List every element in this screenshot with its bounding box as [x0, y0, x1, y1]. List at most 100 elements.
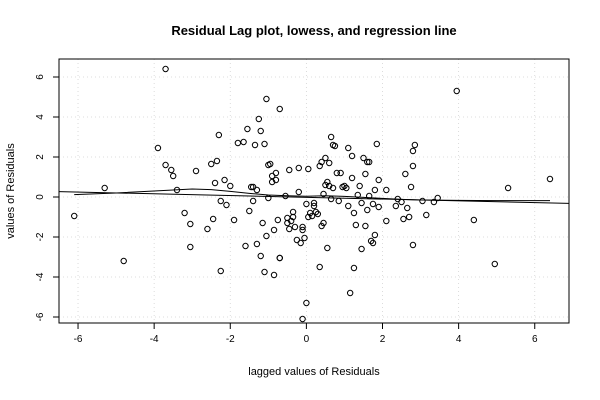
data-point [211, 179, 219, 187]
y-tick-label: 2 [35, 154, 46, 160]
data-point [453, 87, 460, 95]
data-point [310, 202, 318, 210]
data-point [240, 138, 247, 146]
x-tick-label: 0 [304, 334, 310, 345]
data-point [430, 198, 438, 206]
data-point [369, 200, 377, 208]
data-point [320, 190, 327, 198]
data-point [265, 194, 272, 202]
data-point [284, 219, 291, 227]
fit-lines [58, 188, 570, 204]
y-tick-label: -4 [35, 272, 46, 281]
data-point [208, 160, 215, 168]
y-tick-label: -2 [35, 232, 46, 241]
data-point [324, 178, 331, 186]
data-point [303, 299, 310, 307]
data-point [187, 220, 194, 228]
data-point [364, 206, 371, 214]
data-point [407, 183, 415, 191]
y-axis: -6 -4 -2 0 2 4 6 [35, 74, 59, 321]
x-tick-label: -4 [150, 334, 159, 345]
data-point [261, 268, 268, 276]
data-point [341, 182, 348, 190]
data-point [221, 176, 228, 184]
data-point [213, 157, 221, 165]
data-point [244, 125, 251, 133]
data-point [301, 234, 308, 242]
data-point [217, 197, 224, 205]
data-point [270, 271, 278, 279]
data-point [299, 315, 306, 323]
data-point [257, 252, 264, 260]
data-point [276, 105, 283, 113]
data-points [71, 65, 554, 323]
data-point [316, 162, 323, 170]
plot-frame [58, 58, 570, 324]
data-point [215, 131, 223, 139]
data-point [101, 184, 108, 192]
data-point [356, 182, 363, 190]
data-point [192, 167, 200, 175]
data-point [327, 133, 335, 141]
data-point [360, 154, 367, 162]
data-point [253, 186, 261, 194]
data-point [405, 213, 413, 221]
data-point [358, 199, 365, 207]
data-point [295, 188, 302, 196]
data-point [316, 263, 323, 271]
x-axis-title: lagged values of Residuals [248, 366, 380, 378]
data-point [162, 65, 169, 73]
data-point [335, 197, 342, 205]
x-axis: -6 -4 -2 0 2 4 6 [74, 323, 538, 345]
data-point [504, 184, 512, 192]
data-point [162, 161, 169, 169]
data-point [404, 204, 411, 212]
data-point [282, 192, 289, 200]
data-point [400, 215, 407, 223]
data-point [263, 232, 270, 240]
data-point [242, 242, 249, 250]
data-point [168, 166, 175, 174]
data-point [287, 217, 295, 225]
data-point [209, 215, 217, 223]
data-point [333, 169, 341, 177]
data-point [348, 174, 356, 182]
data-point [299, 223, 306, 231]
data-point [318, 158, 325, 166]
data-point [423, 211, 430, 219]
data-point [310, 199, 318, 207]
data-point [248, 183, 255, 191]
data-point [217, 267, 224, 275]
data-point [352, 221, 360, 229]
data-point [291, 223, 299, 231]
data-point [320, 219, 327, 227]
data-point [470, 216, 478, 224]
data-point [365, 192, 373, 200]
x-tick-label: -2 [226, 334, 235, 345]
data-point [251, 141, 259, 149]
data-point [350, 209, 358, 217]
data-point [364, 158, 371, 166]
data-point [434, 194, 441, 202]
data-point [348, 152, 356, 160]
data-point [343, 184, 350, 192]
data-point [261, 140, 268, 148]
data-point [154, 144, 162, 152]
y-axis-title: values of Residuals [5, 143, 17, 239]
data-point [383, 186, 390, 194]
data-point [546, 175, 554, 183]
data-point [324, 244, 331, 252]
data-point [253, 240, 261, 248]
data-point [383, 217, 390, 225]
data-point [169, 172, 177, 180]
data-point [354, 191, 361, 199]
data-point [331, 142, 339, 150]
data-point [326, 182, 333, 190]
data-point [234, 139, 242, 147]
data-point [329, 184, 337, 192]
data-point [289, 213, 297, 221]
data-point [312, 208, 320, 216]
data-point [373, 140, 380, 148]
data-point [276, 254, 283, 262]
data-point [267, 160, 274, 168]
